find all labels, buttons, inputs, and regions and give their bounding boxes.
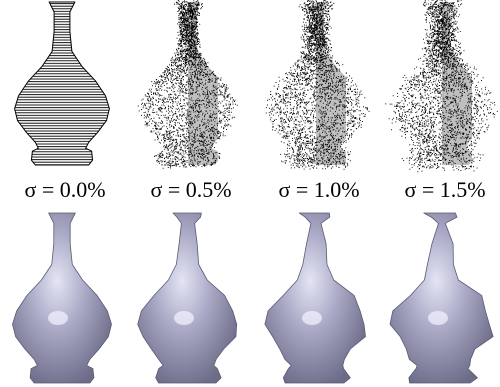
sigma-label: σ = 1.5% (404, 177, 485, 202)
sigma-label: σ = 0.5% (150, 177, 231, 202)
sigma-label: σ = 0.0% (24, 177, 105, 202)
points (385, 0, 497, 172)
figure: σ = 0.0% σ = 0.5% σ = 1.0% σ = 1.5% (0, 0, 500, 387)
surface (265, 213, 366, 383)
point-cloud (385, 0, 497, 172)
highlight (174, 311, 194, 325)
surface (13, 213, 112, 383)
point-cloud (266, 0, 370, 169)
points (138, 1, 238, 169)
surface (390, 213, 493, 383)
point-cloud (138, 0, 238, 168)
highlight (428, 311, 448, 325)
highlight (48, 311, 68, 325)
dark-half (442, 0, 472, 165)
sigma-label: σ = 1.0% (278, 177, 359, 202)
dark-half (188, 0, 218, 165)
highlight (302, 311, 322, 325)
vase-rings (15, 2, 110, 165)
surface (138, 213, 237, 383)
point-cloud (15, 2, 110, 165)
dark-half (316, 0, 346, 165)
